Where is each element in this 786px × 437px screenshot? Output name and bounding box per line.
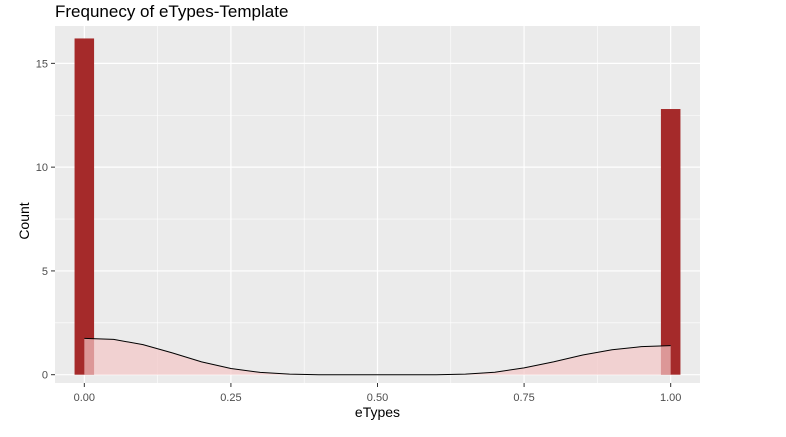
- histogram-bar: [74, 38, 95, 375]
- x-tick-label: 1.00: [660, 392, 681, 404]
- y-tick-label: 0: [42, 370, 48, 382]
- y-axis-ticks: 0 5 10 15: [36, 58, 55, 382]
- density-line: [84, 337, 671, 376]
- y-tick-label: 10: [36, 162, 48, 174]
- chart-title: Frequnecy of eTypes-Template: [55, 2, 289, 21]
- y-tick-label: 15: [36, 58, 48, 70]
- x-axis-label: eTypes: [354, 404, 401, 420]
- density-area: [84, 338, 671, 375]
- x-tick-label: 0.00: [74, 392, 95, 404]
- x-tick-label: 0.75: [513, 392, 534, 404]
- y-axis-label: Count: [16, 202, 32, 240]
- y-tick-label: 5: [42, 266, 48, 278]
- x-axis-ticks: 0.00 0.25 0.50 0.75 1.00: [74, 383, 681, 404]
- histogram-bar: [660, 109, 681, 375]
- x-tick-label: 0.25: [220, 392, 241, 404]
- bars: [74, 38, 681, 375]
- x-tick-label: 0.50: [367, 392, 388, 404]
